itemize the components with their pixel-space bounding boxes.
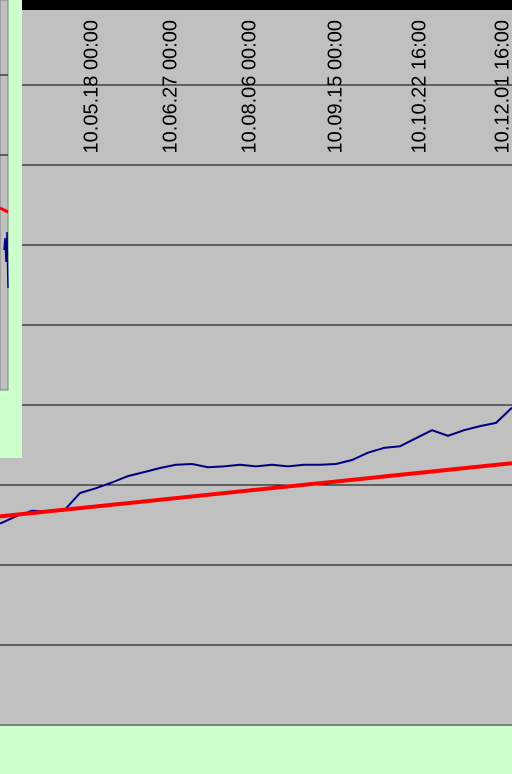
marks xyxy=(0,406,512,525)
inset-chart xyxy=(0,0,22,458)
x-tick-label: 10.05.18 00:00 xyxy=(80,20,102,153)
x-tick-label: 10.06.27 00:00 xyxy=(159,20,181,153)
x-tick-label: 10.09.15 00:00 xyxy=(324,20,346,153)
grid xyxy=(0,84,512,646)
x-tick-label: 10.10.22 16:00 xyxy=(408,20,430,153)
inset-trend xyxy=(0,206,9,214)
top-bar xyxy=(22,0,512,10)
inset-line xyxy=(3,231,9,289)
x-tick-label: 10.12.01 16:00 xyxy=(491,20,512,153)
plot-area xyxy=(0,0,512,725)
inset-plot xyxy=(0,0,9,391)
x-tick-label: 10.08.06 00:00 xyxy=(238,20,260,153)
series-line xyxy=(0,461,512,519)
series-line xyxy=(0,406,512,525)
x-labels: 10.05.18 00:00 10.06.27 00:00 10.08.06 00:… xyxy=(80,20,512,153)
